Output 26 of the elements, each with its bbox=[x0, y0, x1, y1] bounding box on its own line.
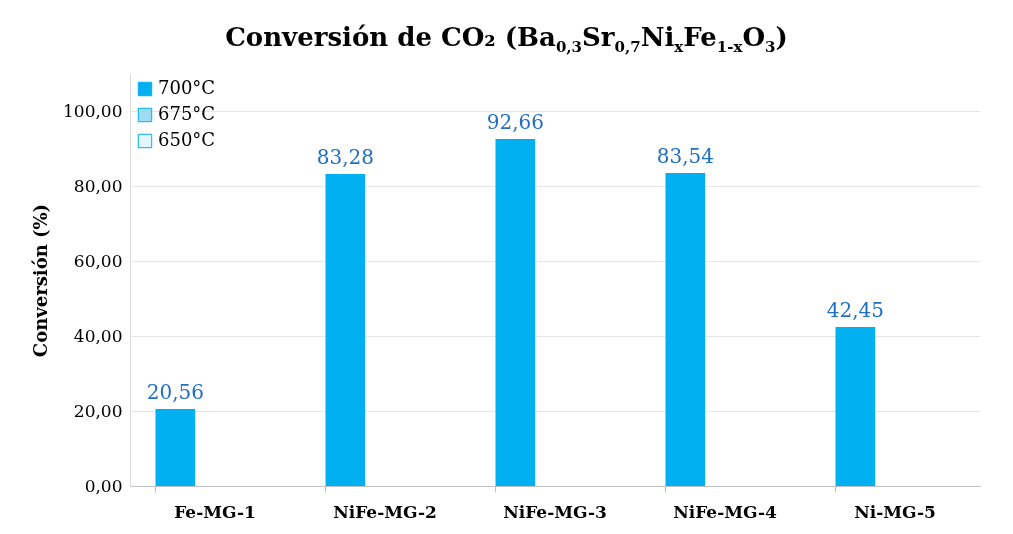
y-axis-title: Conversión (%) bbox=[30, 203, 52, 358]
legend-label: 700°C bbox=[158, 77, 216, 98]
data-label: 92,66 bbox=[486, 109, 544, 134]
y-tick-label: 40,00 bbox=[73, 325, 123, 346]
data-label: 42,45 bbox=[826, 298, 884, 323]
y-tick-label: 60,00 bbox=[73, 250, 123, 271]
legend-label: 675°C bbox=[158, 103, 216, 124]
y-tick-label: 100,00 bbox=[63, 100, 123, 121]
data-label: 83,54 bbox=[656, 144, 714, 169]
y-tick-label: 80,00 bbox=[73, 175, 123, 196]
y-tick-label: 0,00 bbox=[84, 475, 123, 496]
x-tick-label: Fe-MG-1 bbox=[174, 501, 256, 522]
x-tick-label: Ni-MG-5 bbox=[854, 501, 936, 522]
bar bbox=[155, 408, 196, 486]
chart-title: Conversión de CO₂ (Ba$_{0,3}$Sr$_{0,7}$Ni$_{x}$Fe$_{1-x}$O$_{3}$) bbox=[225, 22, 788, 57]
y-tick-label: 20,00 bbox=[73, 400, 123, 421]
bar bbox=[495, 138, 536, 486]
bar bbox=[325, 174, 366, 486]
x-tick-label: NiFe-MG-3 bbox=[503, 501, 607, 522]
data-label: 20,56 bbox=[146, 379, 204, 404]
x-tick-label: NiFe-MG-4 bbox=[673, 501, 777, 522]
x-tick-label: NiFe-MG-2 bbox=[333, 501, 437, 522]
bar bbox=[835, 327, 876, 486]
data-label: 83,28 bbox=[316, 145, 374, 170]
legend-label: 650°C bbox=[158, 129, 216, 150]
bar bbox=[665, 173, 706, 486]
